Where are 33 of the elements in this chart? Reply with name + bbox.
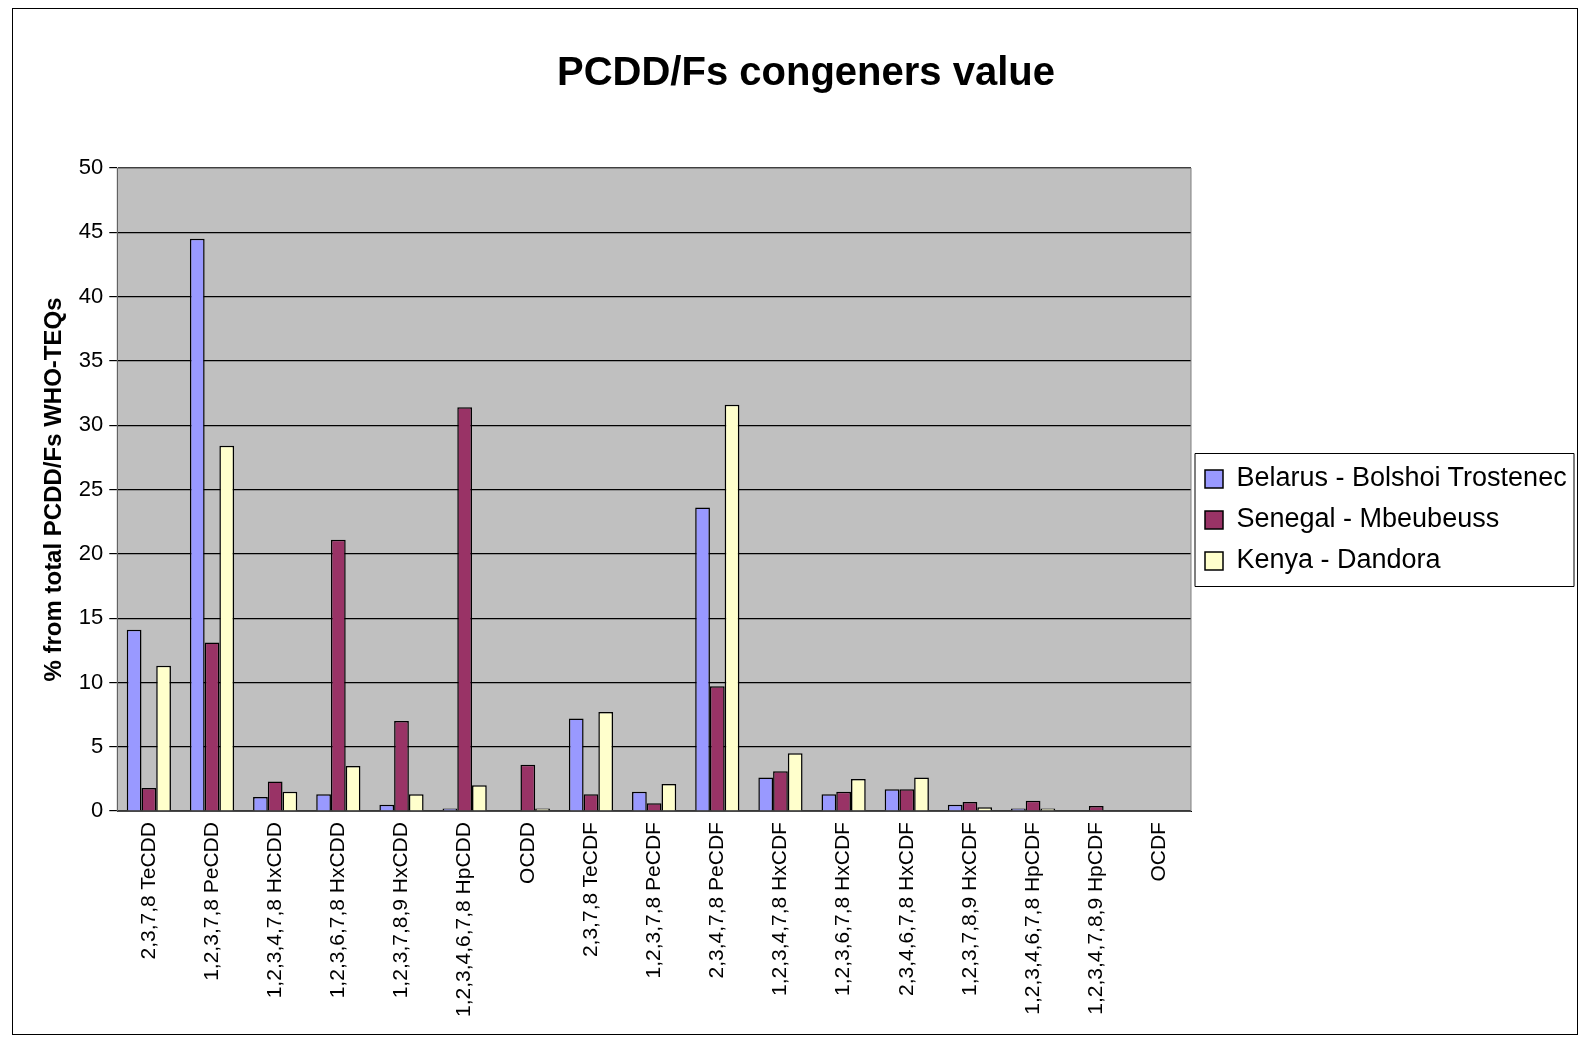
y-axis-title: % from total PCDD/Fs WHO-TEQs [39, 297, 67, 682]
x-tick-label: 1,2,3,7,8,9 HxCDF [956, 822, 980, 996]
x-tick-label: 1,2,3,4,6,7,8 HpCDD [451, 822, 475, 1017]
x-tick-label: 2,3,7,8 TeCDF [577, 822, 601, 958]
x-tick-label: 1,2,3,7,8 PeCDD [198, 822, 222, 981]
x-tick-label: 1,2,3,7,8,9 HxCDD [388, 822, 412, 999]
y-tick-label: 5 [91, 732, 104, 758]
y-tick-label: 20 [78, 539, 104, 565]
chart-title: PCDD/Fs congeners value [557, 49, 1055, 94]
y-tick-label: 35 [78, 346, 104, 372]
x-tick-label: 1,2,3,6,7,8 HxCDF [830, 822, 854, 996]
y-tick-label: 30 [78, 411, 104, 437]
y-tick-label: 10 [78, 668, 104, 694]
x-tick-label: 1,2,3,4,7,8 HxCDD [261, 822, 285, 999]
y-tick-label: 40 [78, 282, 104, 308]
x-tick-label: OCDF [1146, 822, 1170, 882]
x-tick-label: 2,3,4,6,7,8 HxCDF [893, 822, 917, 996]
x-tick-label: 1,2,3,4,7,8,9 HpCDF [1083, 822, 1107, 1015]
x-tick-label: 2,3,4,7,8 PeCDF [704, 822, 728, 979]
y-tick-label: 45 [78, 218, 104, 244]
x-tick-label: 1,2,3,4,7,8 HxCDF [767, 822, 791, 996]
legend-label: Kenya - Dandora [1236, 544, 1442, 575]
y-tick-label: 15 [78, 604, 104, 630]
x-tick-label: 1,2,3,6,7,8 HxCDD [325, 822, 349, 999]
x-tick-label: 2,3,7,8 TeCDD [135, 822, 159, 960]
x-tick-label: 1,2,3,7,8 PeCDF [640, 822, 664, 979]
y-tick-label: 50 [78, 154, 104, 180]
y-tick-label: 25 [78, 475, 104, 501]
legend-label: Senegal - Mbeubeuss [1236, 503, 1500, 534]
y-tick-label: 0 [91, 797, 104, 823]
x-tick-label: 1,2,3,4,6,7,8 HpCDF [1019, 822, 1043, 1015]
x-tick-label: OCDD [514, 822, 538, 884]
legend-label: Belarus - Bolshoi Trostenec [1236, 462, 1567, 493]
